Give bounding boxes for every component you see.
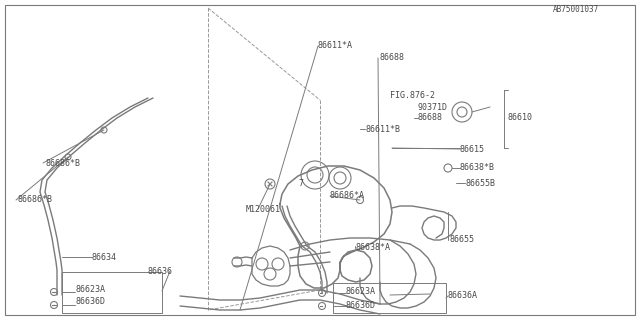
Text: 86686*B: 86686*B <box>18 196 53 204</box>
Text: 86638*B: 86638*B <box>460 164 495 172</box>
Text: 86615: 86615 <box>460 145 485 154</box>
Text: FIG.876-2: FIG.876-2 <box>390 91 435 100</box>
Text: 86688: 86688 <box>418 114 443 123</box>
Text: 86686*A: 86686*A <box>330 191 365 201</box>
Text: 86636A: 86636A <box>448 292 478 300</box>
Text: 86623A: 86623A <box>75 285 105 294</box>
Text: 86636: 86636 <box>148 267 173 276</box>
Text: 90371D: 90371D <box>418 102 448 111</box>
Text: AB75001037: AB75001037 <box>553 5 599 14</box>
Text: 86611*B: 86611*B <box>365 124 400 133</box>
Text: 86610: 86610 <box>508 114 533 123</box>
Text: 86655: 86655 <box>450 236 475 244</box>
Text: 86623A: 86623A <box>346 287 376 297</box>
Text: 86611*A: 86611*A <box>318 42 353 51</box>
Text: 86688: 86688 <box>380 53 405 62</box>
Text: 86634: 86634 <box>92 252 117 261</box>
Text: 86638*A: 86638*A <box>355 244 390 252</box>
Text: 86636D: 86636D <box>75 298 105 307</box>
Text: M120061: M120061 <box>246 204 281 213</box>
Text: 86636D: 86636D <box>346 300 376 309</box>
Text: 7: 7 <box>298 179 303 188</box>
Text: 86686*B: 86686*B <box>45 158 80 167</box>
Text: 86655B: 86655B <box>465 179 495 188</box>
